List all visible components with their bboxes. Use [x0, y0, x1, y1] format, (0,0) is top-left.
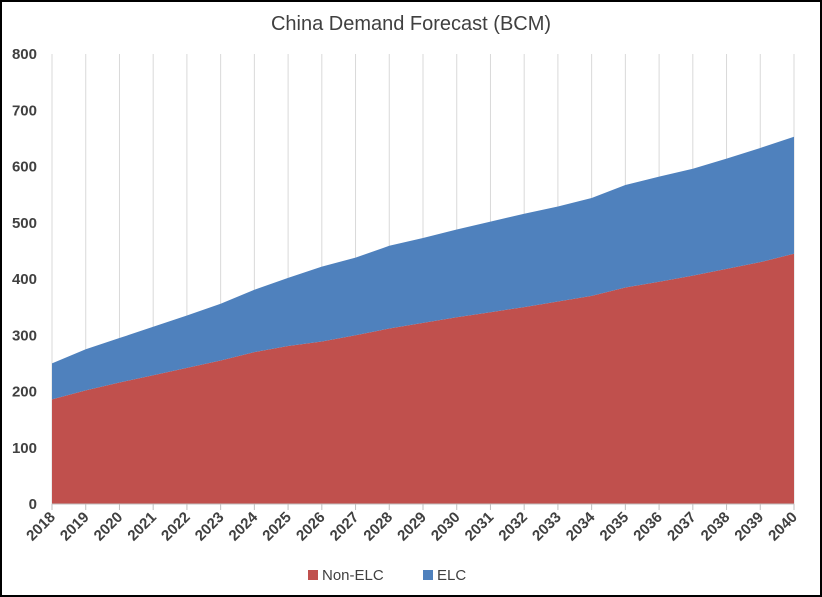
x-tick-label: 2029 — [394, 509, 430, 545]
legend-label-elc: ELC — [437, 567, 466, 584]
x-tick-label: 2018 — [23, 509, 59, 545]
x-tick-label: 2022 — [158, 509, 194, 545]
y-tick-label: 500 — [12, 215, 37, 232]
x-tick-label: 2019 — [57, 509, 93, 545]
y-tick-labels: 0 100 200 300 400 500 600 700 800 — [12, 46, 37, 513]
x-tick-label: 2020 — [91, 509, 127, 545]
area-series-non-elc — [52, 253, 794, 504]
x-tick-label: 2036 — [630, 509, 666, 545]
x-tick-label: 2033 — [529, 509, 565, 545]
y-tick-label: 700 — [12, 102, 37, 119]
area-series-elc — [52, 136, 794, 400]
x-tick-label: 2037 — [664, 509, 700, 545]
x-tick-label: 2026 — [293, 509, 329, 545]
x-tick-label: 2040 — [765, 509, 801, 545]
x-tick-label: 2023 — [192, 509, 228, 545]
y-tick-label: 100 — [12, 440, 37, 457]
x-tick-label: 2021 — [124, 509, 160, 545]
x-tick-label: 2035 — [597, 509, 633, 545]
x-tick-label: 2032 — [495, 509, 531, 545]
x-tick-label: 2028 — [360, 509, 396, 545]
x-tick-label: 2030 — [428, 509, 464, 545]
x-tick-label: 2034 — [563, 508, 599, 544]
y-tick-label: 300 — [12, 327, 37, 344]
y-tick-label: 800 — [12, 46, 37, 63]
x-tick-label: 2025 — [259, 509, 295, 545]
y-tick-label: 400 — [12, 271, 37, 288]
axis-layer — [51, 503, 795, 510]
x-tick-label: 2038 — [698, 509, 734, 545]
y-tick-label: 0 — [29, 496, 37, 513]
area-layer — [52, 136, 794, 504]
chart-title: China Demand Forecast (BCM) — [271, 13, 551, 35]
legend-swatch-elc — [423, 570, 433, 580]
x-tick-label: 2024 — [226, 508, 262, 544]
legend-label-non-elc: Non-ELC — [322, 567, 384, 584]
x-tick-label: 2027 — [327, 509, 363, 545]
legend-swatch-non-elc — [308, 570, 318, 580]
legend: Non-ELC ELC — [308, 567, 466, 584]
y-tick-label: 200 — [12, 384, 37, 401]
x-tick-label: 2039 — [731, 509, 767, 545]
x-tick-labels: 2018201920202021202220232024202520262027… — [23, 508, 801, 544]
y-tick-label: 600 — [12, 159, 37, 176]
x-tick-label: 2031 — [462, 509, 498, 545]
